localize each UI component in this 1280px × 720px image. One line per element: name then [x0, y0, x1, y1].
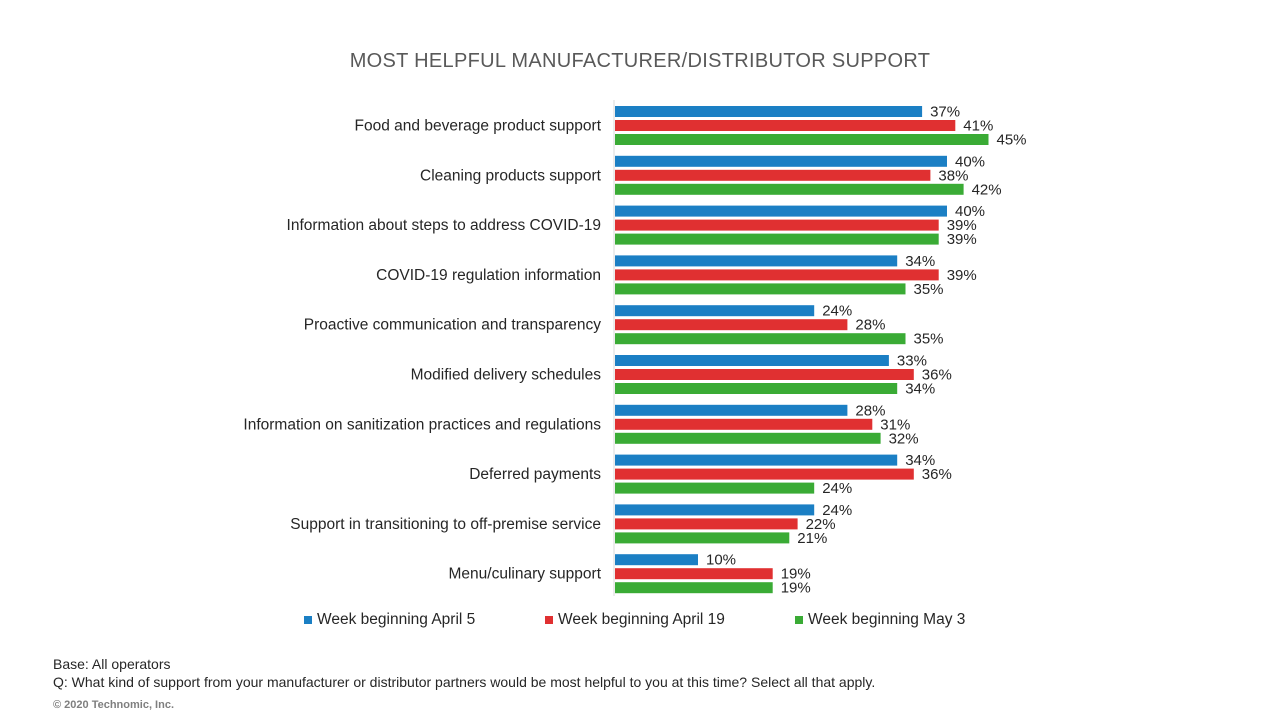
data-label: 19%: [781, 566, 811, 583]
chart-legend: Week beginning April 5 Week beginning Ap…: [0, 611, 1280, 631]
data-label: 34%: [905, 253, 935, 270]
legend-label: Week beginning April 5: [317, 611, 476, 628]
copyright: © 2020 Technomic, Inc.: [53, 699, 174, 711]
data-label: 21%: [797, 530, 827, 547]
data-label: 42%: [972, 181, 1002, 198]
data-label: 39%: [947, 267, 977, 284]
bar: [615, 518, 798, 530]
bar: [615, 134, 989, 145]
category-label: Modified delivery schedules: [411, 367, 602, 384]
bar: [615, 369, 914, 380]
bar: [615, 532, 790, 544]
chart-title: MOST HELPFUL MANUFACTURER/DISTRIBUTOR SU…: [349, 50, 931, 72]
bar: [615, 155, 947, 167]
data-label: 31%: [880, 416, 910, 433]
bar: [615, 219, 939, 231]
bar: [615, 554, 698, 566]
data-label: 10%: [706, 552, 736, 569]
bar: [615, 482, 815, 494]
legend-swatch-icon: [304, 616, 312, 624]
data-label: 41%: [963, 118, 993, 135]
category-label: Support in transitioning to off-premise …: [290, 516, 601, 533]
question-note: Q: What kind of support from your manufa…: [53, 674, 876, 690]
bar: [615, 418, 873, 430]
data-label: 37%: [930, 104, 960, 121]
bar: [615, 568, 773, 580]
bar: [615, 120, 956, 131]
legend-item-may-3: Week beginning May 3: [795, 611, 965, 629]
bar: [615, 454, 898, 466]
data-label: 33%: [897, 353, 927, 370]
bar: [615, 183, 964, 195]
category-label: Food and beverage product support: [355, 118, 602, 135]
category-label: Information about steps to address COVID…: [287, 217, 601, 234]
data-label: 24%: [822, 480, 852, 497]
category-label: Menu/culinary support: [449, 566, 602, 583]
bar: [615, 106, 923, 117]
data-label: 28%: [855, 402, 885, 419]
legend-item-april-19: Week beginning April 19: [545, 611, 725, 629]
bar: [615, 355, 889, 366]
bar: [615, 504, 815, 516]
footnotes: Base: All operators Q: What kind of supp…: [53, 655, 875, 691]
data-label: 34%: [905, 452, 935, 469]
legend-swatch-icon: [795, 616, 803, 624]
legend-label: Week beginning April 19: [558, 611, 725, 628]
bar: [615, 283, 906, 295]
base-note: Base: All operators: [53, 656, 171, 672]
bar: [615, 233, 939, 245]
category-label: Cleaning products support: [420, 167, 602, 184]
data-label: 45%: [997, 132, 1027, 149]
data-label: 36%: [922, 466, 952, 483]
data-label: 38%: [938, 167, 968, 184]
category-label: Information on sanitization practices an…: [243, 416, 601, 433]
bar: [615, 468, 914, 480]
bar: [615, 269, 939, 281]
bar: [615, 305, 815, 317]
data-label: 36%: [922, 367, 952, 384]
data-label: 40%: [955, 203, 985, 220]
category-label: Deferred payments: [469, 466, 601, 483]
bar: [615, 432, 881, 444]
category-label: COVID-19 regulation information: [376, 267, 601, 284]
data-label: 19%: [781, 580, 811, 597]
data-label: 35%: [914, 331, 944, 348]
data-label: 39%: [947, 217, 977, 234]
data-label: 22%: [806, 516, 836, 533]
bar: [615, 404, 848, 416]
category-label: Proactive communication and transparency: [304, 317, 601, 334]
bar: [615, 319, 848, 331]
bar: [615, 169, 931, 181]
legend-item-april-5: Week beginning April 5: [304, 611, 475, 629]
data-label: 28%: [855, 317, 885, 334]
legend-swatch-icon: [545, 616, 553, 624]
data-label: 34%: [905, 381, 935, 398]
data-label: 24%: [822, 502, 852, 519]
bar: [615, 255, 898, 267]
data-label: 24%: [822, 303, 852, 320]
bar: [615, 582, 773, 594]
legend-label: Week beginning May 3: [808, 611, 966, 628]
data-label: 39%: [947, 231, 977, 248]
data-label: 35%: [914, 281, 944, 298]
bar: [615, 205, 947, 217]
data-label: 40%: [955, 153, 985, 170]
bar: [615, 333, 906, 345]
data-label: 32%: [889, 430, 919, 447]
bar: [615, 383, 898, 394]
